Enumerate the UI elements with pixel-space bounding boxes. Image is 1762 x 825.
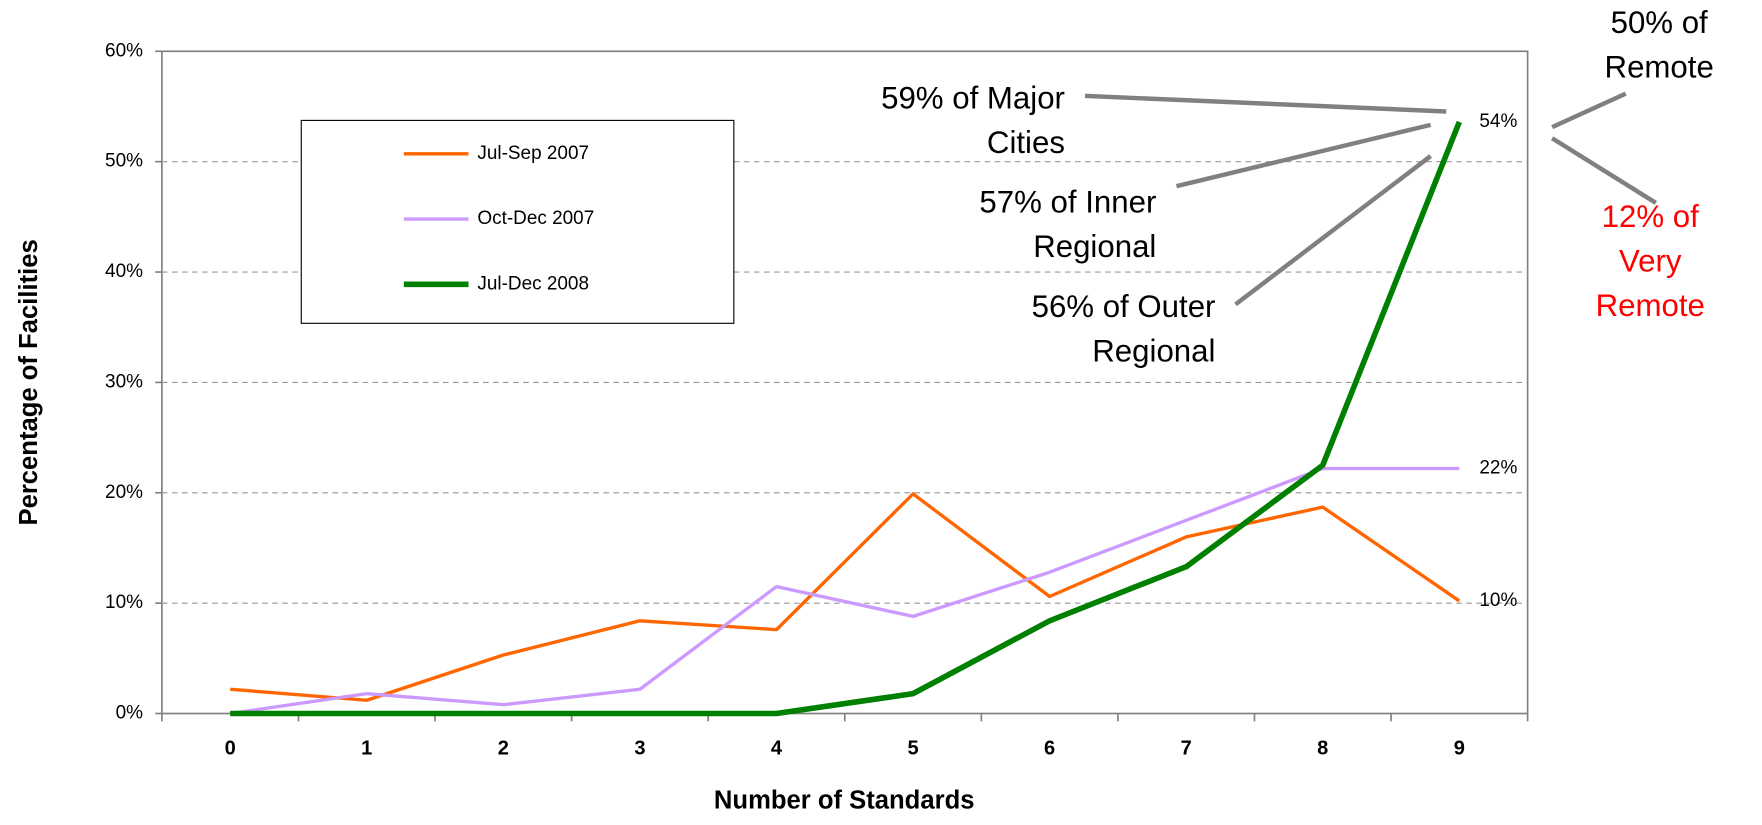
x-tick-label: 6 bbox=[1044, 737, 1055, 759]
legend-box bbox=[300, 119, 735, 324]
annotation-text: Very bbox=[1619, 243, 1682, 278]
annotation-text: 59% of Major bbox=[881, 81, 1065, 116]
legend-label: Jul-Sep 2007 bbox=[477, 143, 589, 164]
x-tick-label: 4 bbox=[771, 737, 783, 759]
annotation-text: 56% of Outer bbox=[1032, 289, 1216, 324]
y-tick-label: 10% bbox=[105, 592, 143, 613]
legend-label: Oct-Dec 2007 bbox=[477, 208, 594, 229]
y-axis-label: Percentage of Facilities bbox=[15, 239, 43, 525]
y-tick-label: 0% bbox=[116, 703, 144, 724]
series-line bbox=[230, 120, 1462, 717]
y-tick-label: 20% bbox=[105, 482, 143, 503]
annotation-text: 57% of Inner bbox=[979, 184, 1156, 219]
annotation-leader bbox=[1084, 93, 1447, 114]
series-line bbox=[229, 466, 1460, 716]
legend-label: Jul-Dec 2008 bbox=[477, 273, 589, 294]
series-line bbox=[230, 492, 1461, 702]
value-label: 22% bbox=[1479, 457, 1517, 478]
x-tick-label: 0 bbox=[225, 737, 236, 759]
annotation-text: 50% of bbox=[1611, 5, 1708, 40]
annotation-text: 12% of bbox=[1602, 199, 1699, 234]
annotation-leader bbox=[1234, 154, 1432, 307]
x-axis-label: Number of Standards bbox=[714, 786, 975, 814]
annotation-text: Regional bbox=[1033, 229, 1156, 264]
value-label: 10% bbox=[1479, 590, 1517, 611]
x-tick-label: 3 bbox=[634, 737, 645, 759]
x-tick-label: 2 bbox=[498, 737, 509, 759]
y-tick-label: 50% bbox=[105, 151, 143, 172]
x-tick-label: 5 bbox=[907, 737, 918, 759]
y-tick-label: 30% bbox=[105, 371, 143, 392]
annotation-leader bbox=[1551, 91, 1627, 130]
value-label: 54% bbox=[1479, 111, 1517, 132]
x-tick-label: 9 bbox=[1454, 737, 1465, 759]
y-tick-label: 60% bbox=[105, 40, 143, 61]
y-tick-label: 40% bbox=[105, 261, 143, 282]
annotation-text: Cities bbox=[987, 125, 1065, 160]
x-tick-label: 7 bbox=[1181, 737, 1192, 759]
annotation-text: Remote bbox=[1596, 288, 1705, 323]
annotation-leader bbox=[1175, 122, 1432, 189]
x-tick-label: 8 bbox=[1317, 737, 1328, 759]
annotation-text: Regional bbox=[1092, 334, 1215, 369]
annotation-leader bbox=[1550, 136, 1658, 205]
x-tick-label: 1 bbox=[361, 737, 372, 759]
annotation-text: Remote bbox=[1605, 49, 1714, 84]
